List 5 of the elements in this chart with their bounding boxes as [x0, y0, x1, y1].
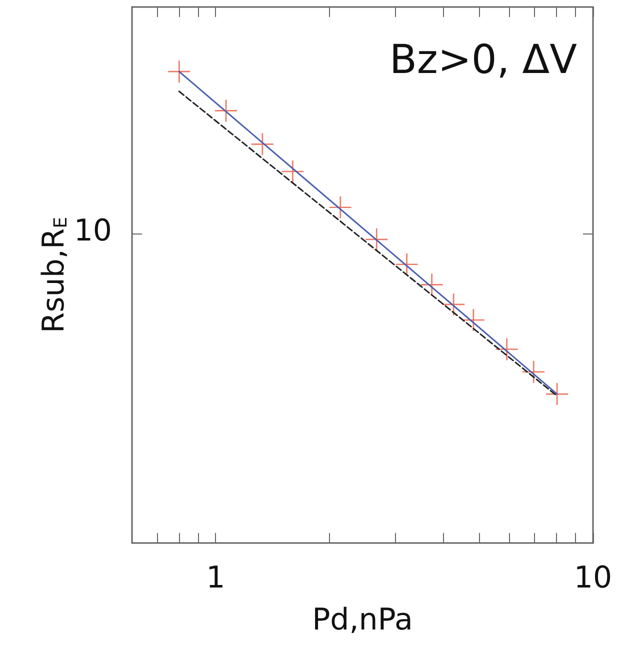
- x-axis-title: Pd,nPa: [312, 602, 413, 638]
- annotation: Bz>0, ΔV: [389, 37, 578, 83]
- text: 10: [74, 214, 112, 248]
- y-axis-title: Rsub,RE: [36, 216, 72, 334]
- x-tick-label: 1: [206, 560, 226, 596]
